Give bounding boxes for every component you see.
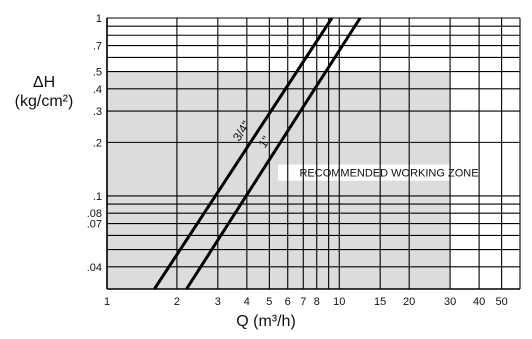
x-tick-label: 8 (314, 296, 320, 308)
x-tick-label: 1 (104, 296, 110, 308)
y-tick-label: 1 (96, 13, 102, 25)
y-tick-label: .04 (87, 262, 102, 274)
y-tick-label: .08 (87, 208, 102, 220)
y-tick-label: .1 (93, 191, 102, 203)
x-tick-label: 50 (495, 296, 507, 308)
y-axis-label-line2: (kg/cm²) (14, 93, 74, 110)
series-line (153, 17, 334, 290)
y-tick-label: .3 (93, 106, 102, 118)
x-axis-label: Q (m³/h) (236, 313, 296, 330)
y-tick-label: .4 (93, 84, 102, 96)
zone-label-background (278, 164, 500, 181)
x-tick-label: 6 (285, 296, 291, 308)
x-tick-label: 2 (174, 296, 180, 308)
y-axis-label: ΔH (kg/cm²) (4, 73, 84, 111)
x-tick-label: 7 (300, 296, 306, 308)
y-tick-label: .7 (93, 41, 102, 53)
y-tick-label: .2 (93, 137, 102, 149)
y-axis-label-line1: ΔH (32, 74, 56, 91)
zone-label: RECOMMENDED WORKING ZONE (299, 168, 478, 180)
x-tick-label: 40 (473, 296, 485, 308)
x-tick-label: 30 (444, 296, 456, 308)
series-line (185, 17, 362, 290)
y-tick-label: .5 (93, 67, 102, 79)
x-tick-label: 15 (374, 296, 386, 308)
x-tick-label: 4 (244, 296, 250, 308)
x-tick-label: 3 (215, 296, 221, 308)
x-tick-label: 10 (333, 296, 345, 308)
y-tick-label: .07 (87, 219, 102, 231)
x-tick-label: 20 (403, 296, 415, 308)
x-tick-label: 5 (266, 296, 272, 308)
